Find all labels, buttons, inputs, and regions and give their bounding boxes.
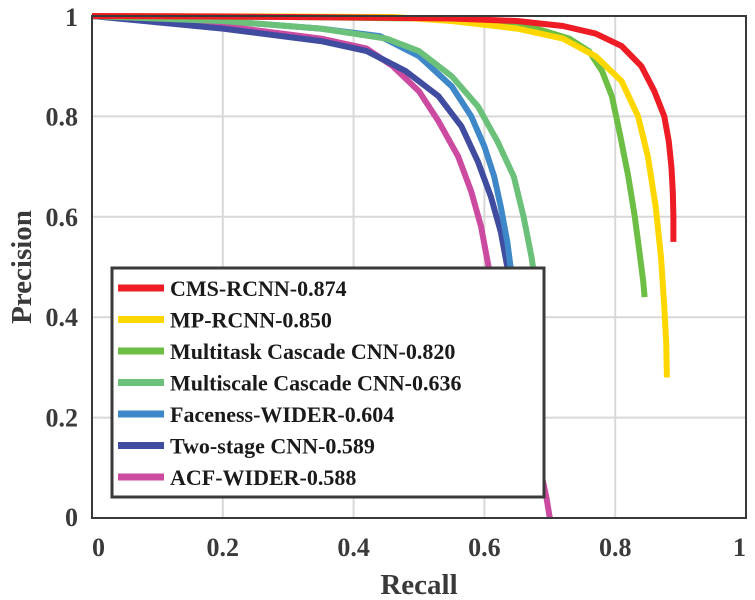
legend-box	[110, 266, 546, 499]
legend-label: Faceness-WIDER-0.604	[170, 402, 394, 427]
x-tick-label: 0	[92, 533, 105, 562]
x-tick-label: 0.2	[207, 533, 240, 562]
x-tick-label: 0.8	[599, 533, 632, 562]
y-tick-label: 0.4	[46, 303, 79, 332]
legend-label: Two-stage CNN-0.589	[170, 434, 375, 459]
plot-frame	[91, 15, 747, 519]
y-tick-label: 0.2	[46, 404, 79, 433]
y-tick-label: 1	[65, 3, 78, 32]
y-tick-labels: 0 0.2 0.4 0.6 0.8 1	[46, 3, 79, 532]
legend-label: Multitask Cascade CNN-0.820	[170, 339, 455, 364]
y-axis-label: Precision	[6, 210, 38, 324]
series-line	[91, 13, 677, 242]
x-tick-labels: 0 0.2 0.4 0.6 0.8 1	[92, 533, 746, 562]
legend-label: MP-RCNN-0.850	[170, 308, 332, 333]
x-tick-label: 0.6	[468, 533, 501, 562]
y-tick-label: 0.6	[46, 203, 79, 232]
x-tick-label: 1	[733, 533, 746, 562]
x-axis-label: Recall	[380, 569, 457, 600]
series-line	[91, 13, 648, 298]
series-line	[91, 13, 515, 298]
series-line	[91, 13, 519, 308]
legend-label: ACF-WIDER-0.588	[170, 465, 356, 490]
series-line	[91, 13, 543, 318]
legend-label: CMS-RCNN-0.874	[170, 276, 347, 301]
y-tick-label: 0.8	[46, 102, 79, 131]
y-tick-label: 0	[65, 503, 78, 532]
legend: CMS-RCNN-0.874 MP-RCNN-0.850 Multitask Cas…	[110, 266, 546, 499]
legend-label: Multiscale Cascade CNN-0.636	[170, 371, 461, 396]
x-tick-label: 0.4	[337, 533, 370, 562]
